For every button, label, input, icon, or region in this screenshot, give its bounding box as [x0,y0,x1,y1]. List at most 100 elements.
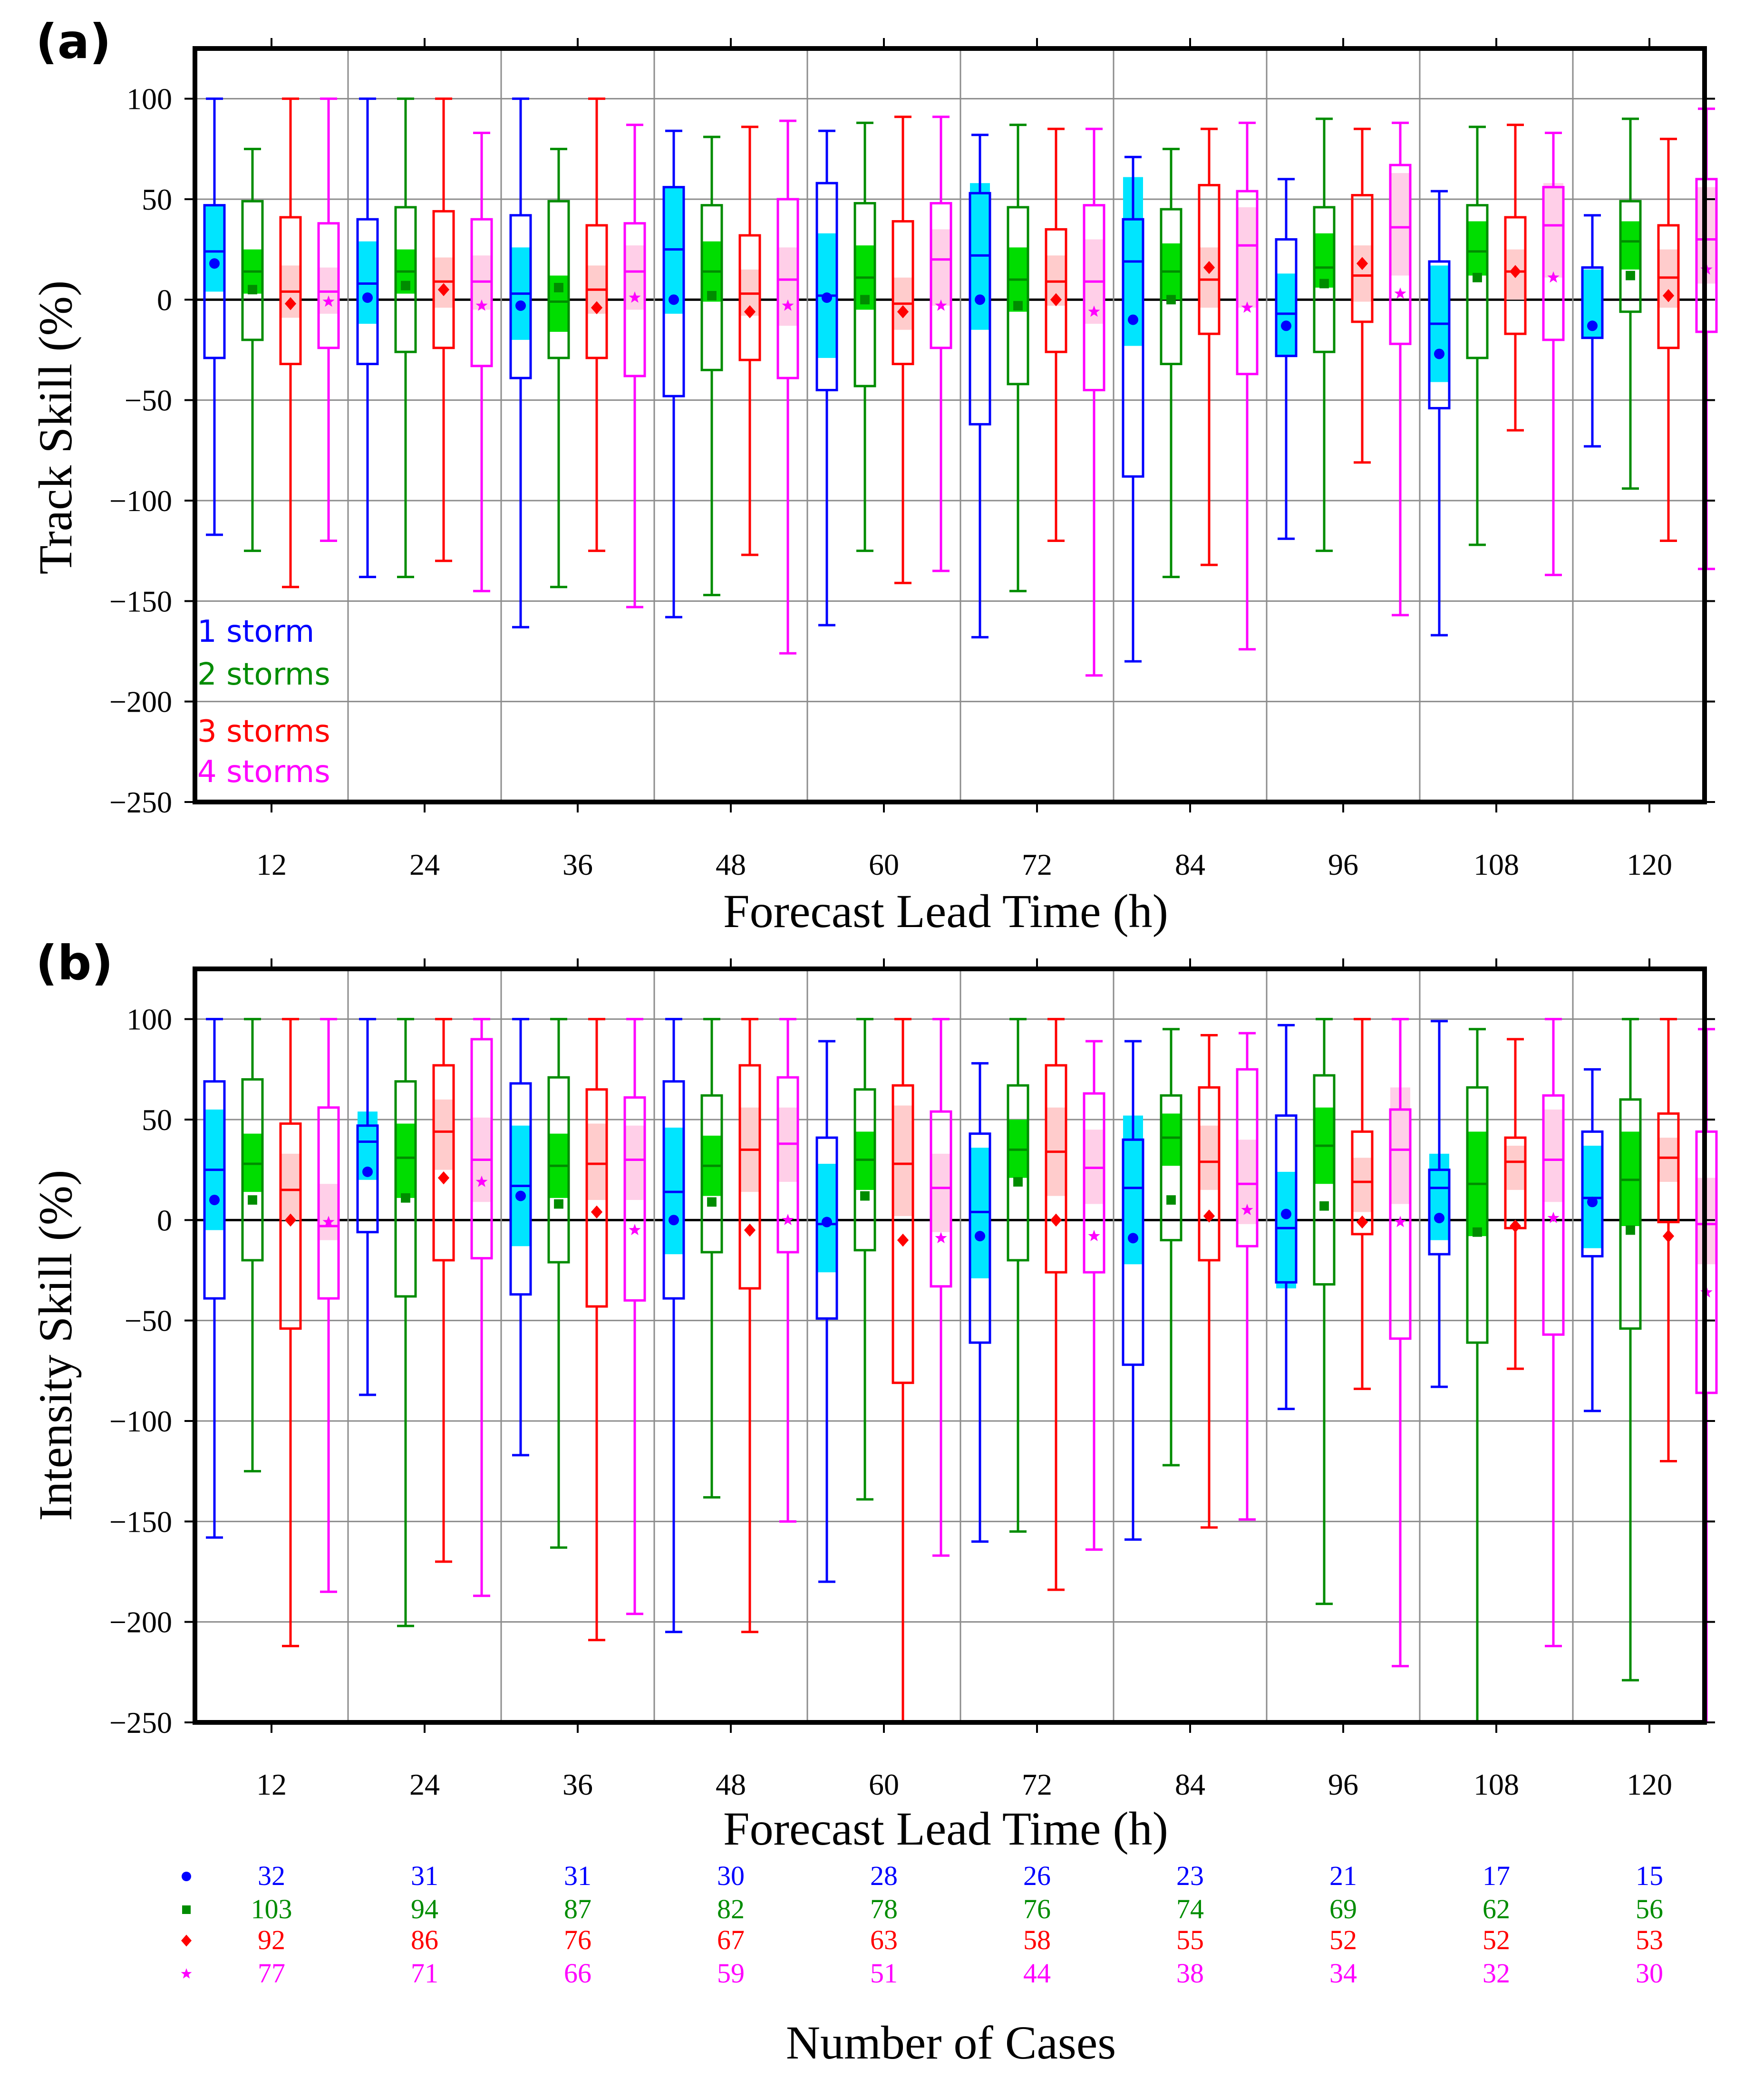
mean-marker [554,1199,563,1209]
box-1-storm-48 [662,1018,685,1633]
iqr-box [776,198,799,379]
box-4-storm-12 [317,97,340,542]
y-tick-label: −200 [109,1605,172,1639]
panel-b-x-axis-title: Forecast Lead Time (h) [723,1802,1168,1855]
box-2-storm-12 [241,147,264,552]
box-4-storm-72 [1083,1040,1105,1551]
iqr-box [1504,216,1527,335]
mean-marker [1394,1216,1406,1227]
y-tick-label: 50 [142,1103,172,1137]
box-2-storm-60 [853,1018,876,1501]
x-tick-label: 36 [562,848,593,881]
mean-marker [248,285,257,295]
box-4-storm-24 [470,1018,493,1597]
x-tick-label: 48 [716,1768,746,1801]
x-tick-label: 60 [869,848,899,881]
cases-count: 44 [1023,1958,1051,1989]
box-3-storm-48 [738,1018,761,1633]
iqr-box [1122,1138,1144,1366]
mean-marker [1241,1204,1253,1215]
x-tick-label: 96 [1328,848,1358,881]
cases-row-marker [182,1905,191,1914]
iqr-box [853,202,876,387]
box-1-storm-84 [1122,155,1144,663]
box-2-storm-36 [547,1018,570,1549]
mean-marker [822,292,832,303]
mean-marker [782,1214,794,1225]
box-1-storm-120 [1581,214,1604,448]
iqr-box [279,1122,302,1330]
iqr-box [1198,1086,1221,1262]
mean-marker [1050,1213,1062,1227]
mean-marker [1473,1227,1482,1237]
cases-count: 103 [251,1894,292,1924]
iqr-box [1275,238,1298,358]
box-2-storm-108 [1466,126,1489,546]
iqr-box [662,186,685,397]
box-3-storm-72 [1045,1018,1067,1591]
iqr-box [1083,1092,1105,1274]
x-tick-label: 108 [1473,1768,1519,1801]
y-tick-label: 100 [126,82,172,116]
iqr-box [1045,1064,1067,1274]
mean-marker [1626,1225,1635,1235]
ci-fill [1199,1125,1219,1190]
iqr-box [1045,228,1067,353]
mean-marker [1434,348,1444,359]
box-4-storm-36 [623,1018,646,1615]
mean-marker [860,1191,870,1201]
mean-marker [362,292,373,303]
mean-marker [322,295,335,307]
box-2-storm-72 [1007,1018,1029,1533]
cases-count: 21 [1329,1860,1357,1891]
mean-marker [1319,1201,1329,1211]
cases-count: 32 [258,1860,285,1891]
iqr-box [356,218,379,366]
y-tick-label: 0 [157,283,172,317]
iqr-box [1428,260,1451,410]
box-3-storm-60 [892,116,914,584]
cases-count: 31 [411,1860,438,1891]
ci-fill [931,229,951,306]
box-3-storm-36 [585,97,608,552]
mean-marker [1166,1195,1176,1205]
box-3-storm-60 [892,1018,914,1722]
box-2-storm-84 [1160,147,1182,579]
iqr-box [432,210,455,349]
cases-count: 94 [411,1894,438,1924]
box-1-storm-24 [356,97,379,579]
mean-marker [669,1215,679,1226]
mean-marker [1626,271,1635,280]
iqr-box [547,200,570,359]
iqr-box [1542,186,1565,341]
iqr-box [1007,206,1029,386]
cases-count: 71 [411,1958,438,1989]
cases-count: 55 [1176,1924,1204,1955]
mean-marker [1281,1208,1291,1219]
cases-count: 78 [870,1894,898,1924]
ci-fill [319,1184,339,1240]
iqr-box [317,222,340,349]
x-tick-label: 72 [1022,1768,1052,1801]
mean-marker [515,300,526,311]
mean-marker [1088,305,1100,317]
ci-fill [778,247,798,326]
box-3-storm-48 [738,126,761,556]
box-3-storm-36 [585,1018,608,1642]
box-1-storm-108 [1428,190,1451,637]
mean-marker [437,283,450,296]
box-4-storm-84 [1236,1032,1259,1521]
y-tick-label: −200 [109,685,172,719]
y-tick-label: −100 [109,1404,172,1438]
box-3-storm-72 [1045,127,1067,542]
mean-marker [1587,320,1598,331]
cases-count: 38 [1176,1958,1204,1989]
ci-fill [281,1153,300,1220]
y-tick-label: 0 [157,1203,172,1237]
box-2-storm-108 [1466,1028,1489,1722]
mean-marker [975,1231,985,1242]
mean-marker [897,305,909,319]
panel-b-y-axis-title: Intensity Skill (%) [29,1170,82,1521]
mean-marker [1013,301,1023,310]
mean-marker [1203,1209,1215,1223]
